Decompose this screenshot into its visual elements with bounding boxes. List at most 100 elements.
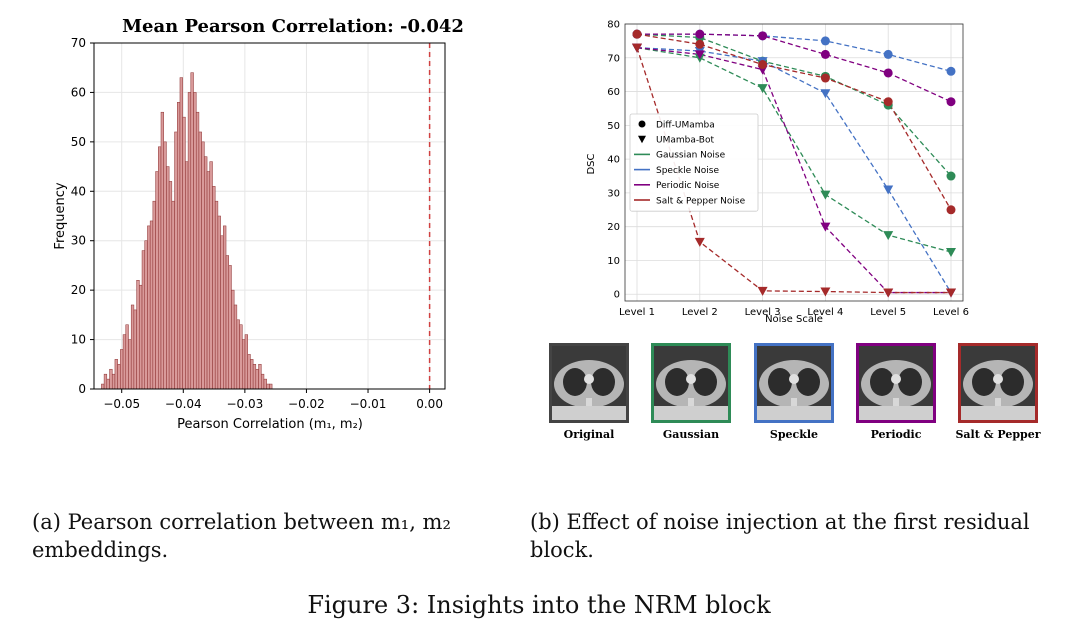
series-point-circle (695, 29, 705, 39)
legend-label: Periodic Noise (656, 181, 720, 191)
series-point-circle (946, 97, 956, 107)
legend-label: Salt & Pepper Noise (656, 196, 746, 206)
histogram-bar (255, 368, 259, 390)
histogram-bar (103, 373, 108, 390)
histogram-bar (242, 339, 246, 390)
histogram-bar (193, 92, 197, 390)
histogram-bar (236, 319, 240, 390)
series-point-triangle (820, 222, 831, 232)
histogram-bar (152, 200, 156, 390)
line-ticks: 0 10 20 30 40 50 60 70 80 Level 1 Level 2 Level 3 Le… (607, 20, 969, 319)
ct-thumbnail (856, 343, 936, 423)
series-line (637, 33, 952, 72)
ct-scan-image (654, 346, 728, 420)
histogram-bar (114, 359, 118, 390)
histogram-bar (225, 255, 229, 390)
line-xtick-label: Level 5 (870, 307, 906, 318)
line-ytick-label: 10 (607, 256, 620, 267)
series-line (636, 33, 952, 177)
histogram-bar (174, 131, 178, 390)
series-point-circle (946, 66, 956, 76)
histogram-bar (217, 215, 221, 390)
series-point-triangle (757, 286, 768, 296)
ct-thumbnail (549, 343, 629, 423)
hist-ytick-label: 60 (71, 85, 86, 99)
series-point-triangle (820, 190, 831, 200)
series-point-triangle (946, 248, 956, 258)
histogram-bar (252, 364, 257, 390)
histogram-bar (195, 111, 200, 390)
hist-ytick-label: 70 (71, 36, 86, 50)
histogram-bar (239, 324, 243, 390)
histogram-bars (101, 72, 273, 390)
histogram-bar (141, 250, 145, 390)
histogram-bar (147, 225, 151, 390)
histogram-bar (247, 354, 251, 390)
line-xtick-label: Level 2 (682, 307, 718, 318)
histogram-bar (220, 235, 224, 390)
series-point-circle (946, 205, 956, 215)
histogram-plot-frame (93, 42, 446, 390)
histogram-bar (244, 334, 248, 390)
histogram-bar (266, 383, 270, 390)
series-point-triangle (694, 50, 705, 60)
histogram-bar (125, 324, 129, 390)
figure-caption: Figure 3: Insights into the NRM block (307, 591, 771, 619)
hist-xtick-label: −0.02 (288, 397, 325, 411)
thumbnail-label: Original (563, 428, 615, 441)
histogram-bar (204, 156, 208, 390)
series-point-triangle (757, 84, 768, 94)
hist-ytick-label: 30 (71, 234, 86, 248)
histogram-title: Mean Pearson Correlation: -0.042 (122, 16, 464, 37)
legend-label: Diff-UMamba (656, 120, 715, 130)
series-point-circle (820, 49, 830, 59)
histogram-bar (109, 368, 113, 390)
histogram-bar (144, 240, 148, 390)
histogram-bar (106, 378, 110, 390)
hist-ytick-label: 40 (71, 184, 86, 198)
series-line (636, 46, 952, 293)
series-point-triangle (632, 43, 642, 53)
histogram-bar (139, 284, 143, 390)
thumbnail-label: Periodic (870, 428, 922, 441)
hist-ytick-label: 0 (78, 382, 86, 396)
histogram-bar (163, 141, 167, 390)
line-ytick-label: 70 (607, 53, 620, 64)
series-point-circle (695, 39, 705, 49)
series-point-triangle (820, 89, 831, 99)
series-line (636, 47, 952, 253)
histogram-bar (185, 161, 189, 390)
series-point-circle (820, 36, 830, 46)
histogram-bar (182, 116, 186, 390)
histogram-bar (209, 161, 213, 390)
legend-label: Gaussian Noise (656, 151, 726, 161)
series-point-circle (758, 60, 768, 70)
histogram-bar (269, 383, 273, 390)
line-ytick-label: 40 (607, 155, 620, 166)
histogram-ylabel: Frequency (53, 182, 68, 249)
line-xlabel: Noise Scale (765, 314, 823, 325)
line-ytick-label: 50 (607, 121, 620, 132)
hist-xtick-label: 0.00 (416, 397, 443, 411)
histogram-bar (130, 304, 135, 390)
series-line (637, 33, 952, 103)
legend-triangle-marker (638, 135, 646, 144)
histogram-bar (111, 373, 116, 390)
series-line (636, 33, 952, 211)
series-point-triangle (883, 231, 894, 241)
pearson-histogram-chart: Mean Pearson Correlation: -0.042 −0.05 −0… (53, 16, 464, 432)
histogram-bar (149, 220, 154, 390)
line-xtick-label: Level 4 (807, 307, 843, 318)
line-ytick-label: 60 (607, 87, 620, 98)
histogram-bar (128, 339, 132, 390)
series-point-triangle (883, 288, 894, 298)
line-ytick-label: 20 (607, 222, 620, 233)
line-plot-frame (624, 23, 964, 302)
caption-b: (b) Effect of noise injection at the fir… (530, 510, 1030, 562)
line-xtick-label: Level 3 (745, 307, 781, 318)
histogram-bar (166, 166, 170, 390)
histogram-bar (136, 280, 140, 390)
thumbnail-label: Speckle (769, 428, 819, 441)
series-point-circle (946, 171, 956, 181)
series-point-triangle (883, 185, 894, 195)
